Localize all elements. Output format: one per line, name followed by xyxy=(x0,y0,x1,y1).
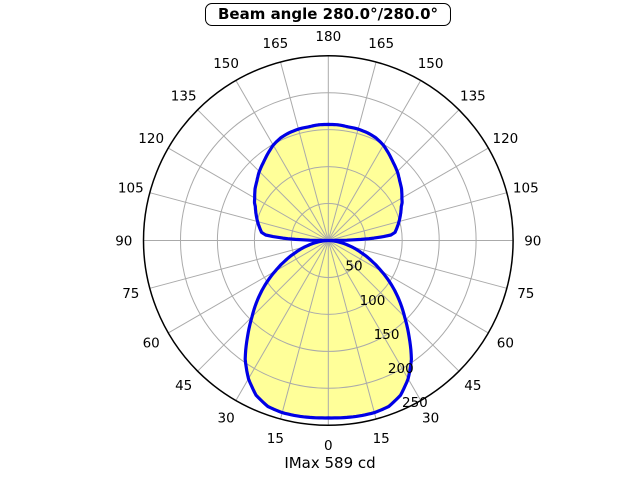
angle-tick-label: 15 xyxy=(373,431,390,447)
radius-tick-label: 50 xyxy=(345,259,362,275)
radius-tick-label: 200 xyxy=(388,361,414,377)
polar-grid-radial-line xyxy=(328,240,507,289)
polar-grid-radial-line xyxy=(197,109,329,241)
angle-tick-label: 30 xyxy=(422,410,439,426)
angle-tick-label: 135 xyxy=(171,89,197,105)
imax-label: IMax 589 cd xyxy=(284,454,376,472)
polar-grid-radial-line xyxy=(327,240,377,420)
polar-grid-radial-line xyxy=(327,240,422,401)
polar-grid-radial-line xyxy=(327,80,422,241)
polar-grid-radial-line xyxy=(197,240,329,372)
angle-tick-label: 45 xyxy=(175,378,192,394)
angle-tick-label: 120 xyxy=(138,131,164,147)
chart-title-box: Beam angle 280.0°/280.0° xyxy=(204,3,452,26)
angle-tick-label: 180 xyxy=(315,29,341,45)
angle-tick-label: 165 xyxy=(263,36,289,52)
angle-tick-label: 105 xyxy=(118,180,144,196)
chart-title: Beam angle 280.0°/280.0° xyxy=(217,5,439,23)
polar-grid-radial-line xyxy=(328,147,489,241)
angle-tick-label: 15 xyxy=(267,431,284,447)
radius-tick-label: 250 xyxy=(402,395,428,411)
polar-grid-radial-line xyxy=(149,192,329,241)
angle-tick-label: 60 xyxy=(497,336,514,352)
polar-grid-radial-line xyxy=(327,61,377,241)
polar-grid-radial-line xyxy=(235,80,329,241)
angle-tick-label: 75 xyxy=(122,286,139,302)
angle-tick-label: 75 xyxy=(517,286,534,302)
angle-tick-label: 0 xyxy=(324,438,333,454)
polar-grid-radial-line xyxy=(328,240,489,334)
polar-grid-radial-line xyxy=(168,240,329,334)
angle-tick-label: 45 xyxy=(464,378,481,394)
angle-tick-label: 150 xyxy=(418,56,444,72)
angle-tick-label: 120 xyxy=(493,131,519,147)
angle-tick-label: 90 xyxy=(524,233,541,249)
polar-grid-radial-line xyxy=(280,240,329,420)
radius-tick-label: 100 xyxy=(360,293,386,309)
polar-grid-radial-line xyxy=(235,240,329,401)
angle-tick-label: 150 xyxy=(213,56,239,72)
angle-tick-label: 90 xyxy=(115,233,132,249)
radius-tick-label: 150 xyxy=(374,327,400,343)
polar-grid-radial-line xyxy=(328,192,507,241)
polar-grid-radial-line xyxy=(280,61,329,241)
angle-tick-label: 30 xyxy=(218,410,235,426)
polar-grid-radial-line xyxy=(168,147,329,241)
angle-tick-label: 105 xyxy=(513,180,539,196)
polar-grid-radial-line xyxy=(327,109,460,241)
polar-grid-radial-line xyxy=(149,240,329,289)
polar-grid-radial-line xyxy=(327,240,460,372)
angle-tick-label: 60 xyxy=(143,336,160,352)
polar-outer-circle xyxy=(142,54,514,427)
beam-profile-curve xyxy=(243,122,413,420)
angle-tick-label: 135 xyxy=(460,89,486,105)
angle-tick-label: 165 xyxy=(368,36,394,52)
